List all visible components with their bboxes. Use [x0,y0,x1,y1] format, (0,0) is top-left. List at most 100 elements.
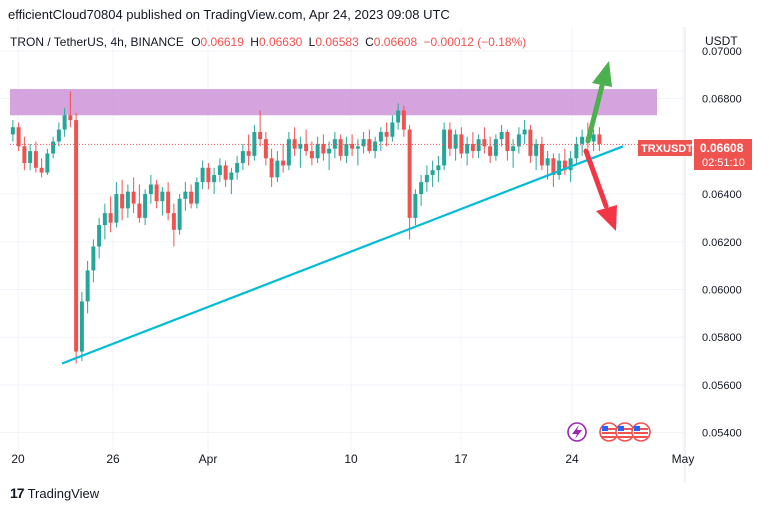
candle-body [390,122,395,137]
candle-body [465,143,470,154]
price-tick-label: 0.06400 [702,189,742,201]
close-value: 0.06608 [373,35,418,49]
candle-body [522,129,527,135]
us-flag-events-icon[interactable] [599,422,651,442]
chart-panel[interactable]: 0.05400 0.05600 0.05800 0.06000 0.06200 0.064… [0,27,769,483]
ticker-tag: TRXUSDT [638,140,693,156]
candle-body [91,246,96,271]
candle-body [419,182,424,195]
time-tick-label: 20 [11,452,25,466]
open-value: 0.06619 [200,35,244,49]
candle-body [378,132,383,142]
time-axis[interactable]: 20 26 Apr 10 17 24 May [11,452,694,466]
candle-body [401,110,406,130]
candle-body [22,146,27,164]
time-tick-label: May [672,452,695,466]
candle-body [143,194,148,218]
candle-body [424,174,429,183]
candle-body [574,143,579,159]
candle-body [194,182,199,204]
candle-body [200,167,205,183]
footer[interactable]: 17 TradingView [10,483,99,503]
candle-body [125,191,130,209]
candle-body [562,160,567,171]
price-tick-label: 0.05600 [702,380,742,392]
candle-body [315,143,320,159]
price-tick-label: 0.07000 [702,46,742,58]
candle-body [177,198,182,230]
candle-body [413,194,418,218]
close-label: C [365,35,374,49]
lightning-icon[interactable] [567,422,587,442]
candle-body [591,134,596,142]
candle-body [327,148,332,154]
candle-body [373,141,378,152]
candle-body [281,160,286,166]
candle-body [229,172,234,180]
candles [10,91,602,364]
candle-body [407,129,412,218]
candle-body [235,163,240,173]
ohlc-legend: TRON / TetherUS, 4h, BINANCE O0.06619 H0… [10,35,526,49]
candle-body [217,165,222,175]
price-tick-label: 0.05800 [702,332,742,344]
candle-body [528,129,533,156]
candle-body [62,115,67,130]
candle-body [482,139,487,147]
price-tick-label: 0.06000 [702,285,742,297]
currency-label: USDT [705,34,738,48]
time-tick-label: 10 [344,452,358,466]
candle-body [499,132,504,140]
candle-body [102,213,107,226]
price-chart[interactable]: 0.05400 0.05600 0.05800 0.06000 0.06200 0.064… [0,27,769,483]
candle-body [298,143,303,149]
candle-body [355,146,360,149]
price-axis[interactable]: 0.05400 0.05600 0.05800 0.06000 0.06200 0.064… [702,46,742,440]
candle-body [160,191,165,202]
price-tick-label: 0.05400 [702,428,742,440]
candle-body [304,143,309,152]
time-tick-label: 26 [106,452,120,466]
candle-body [137,203,142,218]
candle-body [171,213,176,230]
tradingview-logo-icon[interactable]: 17 [10,485,25,501]
candle-body [39,167,44,173]
publish-info: efficientCloud70804 published on Trading… [8,7,450,22]
change-value: −0.00012 (−0.18%) [423,35,527,49]
candle-body [493,139,498,156]
candle-body [189,191,194,204]
candle-body [476,139,481,152]
time-tick-label: Apr [199,452,218,466]
candle-body [568,158,573,171]
candle-body [551,158,556,175]
high-label: H [250,35,259,49]
candle-body [396,110,401,123]
candle-body [183,191,188,199]
price-tick-label: 0.06800 [702,94,742,106]
arrow-up-icon [585,61,612,144]
candle-body [108,213,113,223]
candle-body [470,143,475,152]
candle-body [269,158,274,178]
resistance-zone [10,89,657,116]
candle-body [286,139,291,166]
candle-body [148,184,153,195]
candle-body [453,134,458,149]
candle-body [154,184,159,202]
candle-body [206,167,211,183]
candle-body [534,143,539,156]
candle-body [580,136,585,144]
ascending-trendline[interactable] [61,145,624,365]
candle-body [33,151,38,168]
candle-body [131,191,136,204]
candle-body [459,134,464,154]
candle-body [545,158,550,166]
candle-body [212,174,217,183]
candle-body [258,132,263,140]
candle-body [51,141,56,154]
tradingview-brand[interactable]: TradingView [27,485,100,501]
candle-body [442,129,447,166]
candle-body [292,139,297,149]
candle-body [68,115,73,121]
high-value: 0.06630 [258,35,303,49]
